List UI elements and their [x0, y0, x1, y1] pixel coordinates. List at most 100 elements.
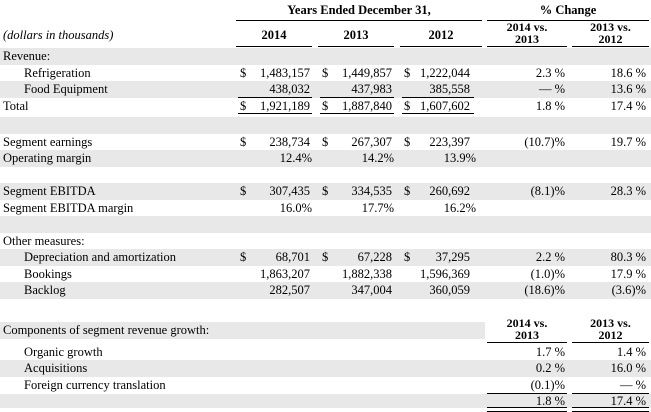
cell-pct-1: 2.2 %: [535, 250, 565, 264]
currency-symbol: $: [322, 65, 329, 80]
pct-header-rule: [487, 20, 649, 21]
cell-pct-2: 18.6 %: [610, 65, 646, 80]
row-label: Backlog: [24, 283, 66, 297]
cell-2013: 437,983: [351, 82, 392, 96]
currency-symbol: $: [404, 65, 411, 80]
cell-2014: 1,483,157: [260, 65, 310, 80]
cell-2012: 1,596,369: [420, 266, 470, 281]
cell-2013: 267,307: [351, 134, 392, 149]
cell-2014: 438,032: [269, 82, 310, 96]
table-row: Operating margin 12.4% 14.2% 13.9%: [0, 150, 651, 167]
cell-2013: 1,887,840: [342, 98, 392, 113]
cell-pct-2: 28.3 %: [610, 184, 646, 198]
col-2014: 2014: [261, 28, 287, 42]
table-row: Backlog 282,507 347,004 360,059 (18.6)% …: [0, 282, 651, 299]
currency-symbol: $: [322, 134, 329, 149]
col-rule: [400, 46, 482, 47]
currency-symbol: $: [240, 65, 247, 80]
cell-pct-1: 1.8 %: [535, 393, 565, 408]
cell-pct-2: (3.6)%: [611, 283, 646, 297]
cell-pct-1: (0.1)%: [530, 377, 565, 392]
cell-pct-1: (8.1)%: [530, 184, 565, 198]
cell-2013: 347,004: [351, 283, 392, 297]
table-row: 1.8 % 17.4 %: [0, 393, 651, 408]
row-label: Other measures:: [3, 233, 85, 248]
currency-symbol: $: [404, 250, 411, 264]
units-label: (dollars in thousands): [3, 28, 114, 42]
col-rule: [318, 46, 394, 47]
cell-2014: 282,507: [269, 283, 310, 297]
cell-2012: 223,397: [429, 134, 470, 149]
cell-pct-1: 1.8 %: [535, 98, 565, 113]
table-row: Foreign currency translation (0.1)% — %: [0, 377, 651, 394]
table-row: Depreciation and amortization $ 68,701 $…: [0, 249, 651, 266]
cell-pct-1: (18.6)%: [524, 283, 565, 297]
cell-2013: 1,882,338: [342, 266, 392, 281]
row-label: Bookings: [24, 266, 72, 281]
table-row: Components of segment revenue growth:: [0, 322, 485, 339]
cell-2013: 14.2%: [361, 151, 394, 165]
years-header: Years Ended December 31,: [287, 3, 431, 17]
row-label: Foreign currency translation: [24, 377, 166, 392]
subtotal-rule: [320, 97, 394, 98]
row-label: Revenue:: [3, 49, 51, 63]
total-double-rule: [572, 407, 649, 412]
row-label: Total: [3, 98, 29, 113]
cell-pct-2: 19.7 %: [610, 134, 646, 149]
cell-2012: 13.9%: [443, 151, 476, 165]
row-label: Components of segment revenue growth:: [3, 323, 210, 337]
cell-2012: 360,059: [429, 283, 470, 297]
currency-symbol: $: [240, 98, 247, 113]
subtotal-rule: [402, 97, 474, 98]
components-col-2013-vs-2012: 2013 vs. 2012: [590, 316, 631, 342]
spacer-row: [0, 117, 651, 134]
col-2013-vs-2012: 2013 vs. 2012: [590, 20, 631, 46]
cell-pct-1: — %: [538, 82, 565, 96]
pct-change-header: % Change: [539, 3, 597, 17]
cell-2014: 12.4%: [279, 151, 312, 165]
col-2013: 2013: [343, 28, 369, 42]
row-label: Operating margin: [3, 151, 92, 165]
cell-pct-2: 17.4 %: [610, 393, 646, 408]
cell-2012: 37,295: [435, 250, 470, 264]
col-rule: [487, 46, 567, 47]
table-row: Segment EBITDA $ 307,435 $ 334,535 $ 260…: [0, 183, 651, 200]
cell-pct-2: — %: [619, 377, 646, 392]
cell-2014: 307,435: [269, 184, 310, 198]
row-label: Refrigeration: [24, 65, 91, 80]
table-row: Bookings 1,863,207 1,882,338 1,596,369 (…: [0, 266, 651, 283]
cell-2013: 334,535: [351, 184, 392, 198]
table-row: Segment earnings $ 238,734 $ 267,307 $ 2…: [0, 134, 651, 151]
cell-2012: 385,558: [429, 82, 470, 96]
cell-pct-2: 17.4 %: [610, 98, 646, 113]
cell-2013: 17.7%: [361, 200, 394, 215]
row-label: Segment earnings: [3, 134, 93, 149]
col-2012: 2012: [428, 28, 454, 42]
years-header-rule: [236, 20, 482, 21]
row-label: Segment EBITDA margin: [3, 200, 134, 215]
cell-pct-1: (1.0)%: [530, 266, 565, 281]
row-label: Depreciation and amortization: [24, 250, 177, 264]
cell-2012: 16.2%: [443, 200, 476, 215]
cell-2014: 1,921,189: [260, 98, 310, 113]
currency-symbol: $: [240, 134, 247, 149]
table-row: Organic growth 1.7 % 1.4 %: [0, 344, 651, 361]
cell-pct-2: 1.4 %: [616, 344, 646, 359]
table-row: Food Equipment 438,032 437,983 385,558 —…: [0, 81, 651, 98]
currency-symbol: $: [240, 250, 247, 264]
subtotal-rule: [238, 97, 312, 98]
cell-2014: 238,734: [269, 134, 310, 149]
row-label: Acquisitions: [24, 361, 88, 375]
cell-2014: 1,863,207: [260, 266, 310, 281]
spacer-row: [0, 216, 651, 233]
cell-pct-1: 1.7 %: [535, 344, 565, 359]
spacer-row: [0, 167, 651, 184]
col-2014-vs-2013: 2014 vs. 2013: [506, 20, 548, 46]
table-row: Revenue:: [0, 48, 651, 65]
cell-2013: 67,228: [357, 250, 392, 264]
cell-2014: 16.0%: [279, 200, 312, 215]
col-rule: [572, 342, 649, 343]
cell-2012: 260,692: [429, 184, 470, 198]
col-rule: [236, 46, 312, 47]
